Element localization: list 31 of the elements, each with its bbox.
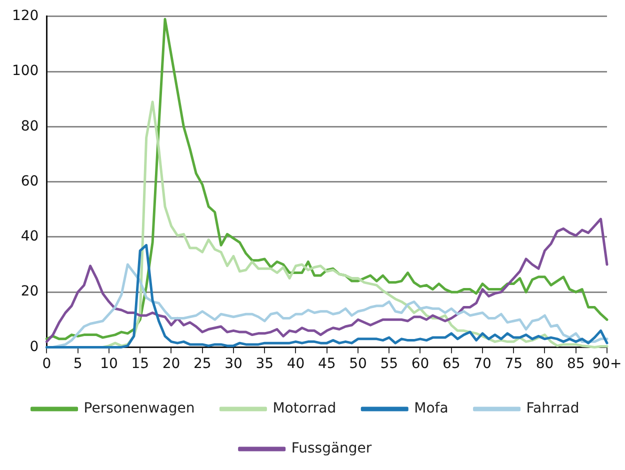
- x-tick-label: 90+: [592, 356, 622, 372]
- x-tick-label: 25: [193, 356, 212, 372]
- x-tick-label: 35: [256, 356, 274, 372]
- x-tick-label: 10: [100, 356, 118, 372]
- x-tick-label: 50: [349, 356, 367, 372]
- x-tick-label: 5: [73, 356, 82, 372]
- x-tick-label: 75: [504, 356, 523, 372]
- y-tick-label: 60: [20, 173, 39, 190]
- x-tick-label: 45: [318, 356, 336, 372]
- x-tick-label: 85: [566, 356, 585, 372]
- x-tick-label: 70: [474, 356, 492, 372]
- y-tick-label: 80: [20, 118, 39, 134]
- y-tick-label: 0: [30, 338, 39, 355]
- y-tick-label: 100: [12, 63, 39, 80]
- y-tick-label: 40: [20, 228, 39, 245]
- legend-label: Personenwagen: [84, 400, 195, 417]
- x-tick-label: 15: [131, 356, 150, 372]
- legend-label: Mofa: [414, 400, 448, 417]
- legend-label: Fussgänger: [291, 440, 372, 457]
- y-tick-label: 120: [12, 8, 39, 24]
- x-tick-label: 0: [42, 356, 52, 372]
- x-tick-label: 60: [411, 356, 430, 372]
- y-tick-label: 20: [20, 284, 39, 300]
- x-tick-label: 20: [162, 356, 180, 372]
- x-tick-label: 80: [536, 356, 554, 372]
- legend-label: Motorrad: [272, 400, 336, 417]
- x-tick-label: 65: [442, 356, 460, 372]
- legend-label: Fahrrad: [526, 400, 580, 417]
- x-tick-label: 40: [286, 356, 305, 372]
- x-tick-label: 30: [224, 356, 242, 372]
- x-tick-label: 55: [380, 356, 398, 372]
